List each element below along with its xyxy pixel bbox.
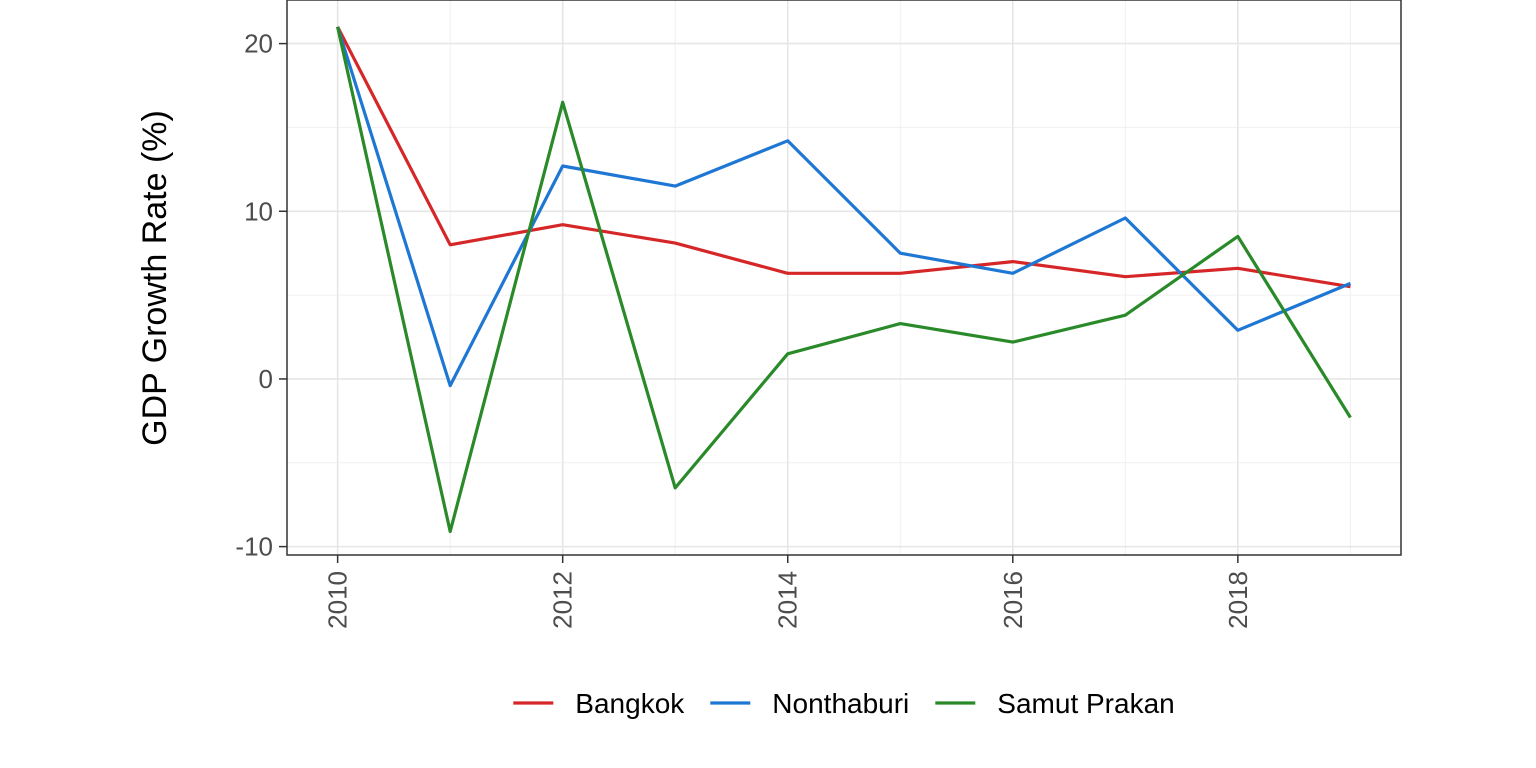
y-axis-title: GDP Growth Rate (%) [136, 110, 174, 446]
y-tick-label: 0 [259, 364, 273, 394]
legend-item-bangkok: Bangkok [513, 688, 685, 719]
legend: Bangkok Nonthaburi Samut Prakan [513, 688, 1175, 719]
x-tick-label: 2012 [548, 571, 578, 629]
legend-label: Bangkok [575, 688, 685, 719]
legend-item-samut-prakan: Samut Prakan [935, 688, 1175, 719]
series-line-samut-prakan [336, 26, 1352, 534]
x-tick-label: 2010 [323, 571, 353, 629]
y-tick-label: -10 [235, 532, 273, 562]
y-tick-label: 10 [244, 196, 273, 226]
y-axis: -10 0 10 20 [235, 29, 287, 562]
y-tick-label: 20 [244, 29, 273, 59]
plot-border [286, 0, 1402, 556]
legend-item-nonthaburi: Nonthaburi [710, 688, 909, 719]
x-tick-label: 2014 [773, 571, 803, 629]
grid-major [287, 0, 1401, 555]
legend-label: Nonthaburi [772, 688, 909, 719]
series-lines [336, 26, 1352, 534]
x-tick-label: 2018 [1223, 571, 1253, 629]
legend-label: Samut Prakan [997, 688, 1174, 719]
grid-minor [287, 0, 1401, 555]
x-axis: 2010 2012 2014 2016 2018 [323, 555, 1253, 629]
x-tick-label: 2016 [998, 571, 1028, 629]
plot-background [287, 0, 1401, 555]
